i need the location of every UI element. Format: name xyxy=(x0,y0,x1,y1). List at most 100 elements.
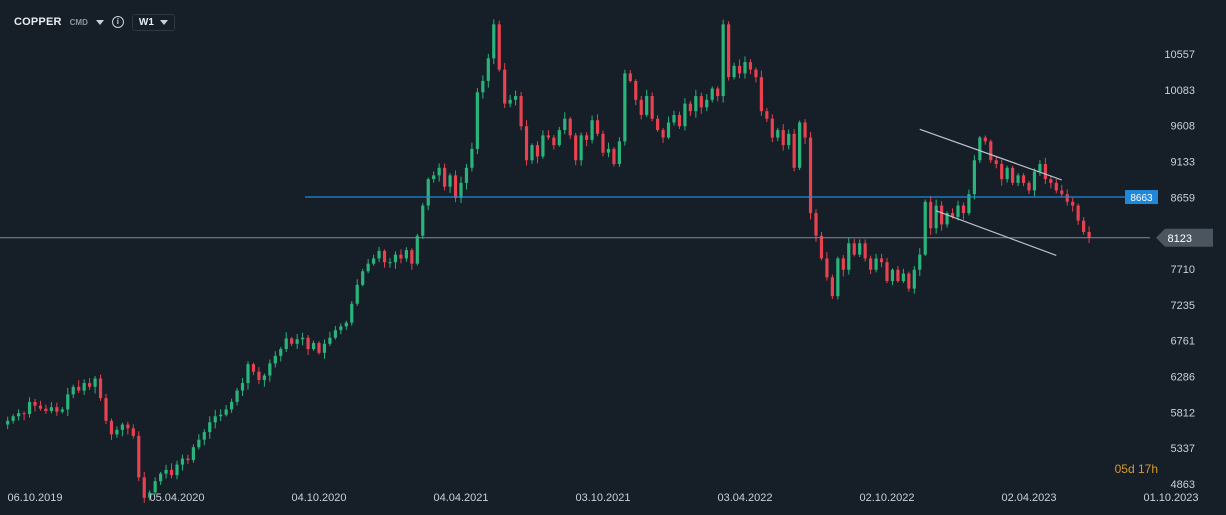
candle xyxy=(836,256,840,300)
candle xyxy=(49,402,53,414)
candle-body xyxy=(317,343,321,353)
candle xyxy=(956,200,960,221)
candle-body xyxy=(350,303,354,323)
candle xyxy=(71,384,75,399)
candle xyxy=(372,254,376,266)
candle xyxy=(191,444,195,463)
candle xyxy=(568,117,572,139)
candle xyxy=(306,334,310,355)
candle xyxy=(858,239,862,257)
candle-body xyxy=(492,24,496,59)
candle-body xyxy=(918,254,922,270)
price-axis: 1055710083960891338659818477107235676162… xyxy=(1125,49,1213,491)
candle-body xyxy=(366,263,370,272)
candle-body xyxy=(1065,194,1069,202)
instrument-symbol[interactable]: COPPER xyxy=(14,16,62,28)
candle-body xyxy=(1000,164,1004,180)
candle-body xyxy=(279,349,283,356)
candle xyxy=(159,471,163,485)
price-tick-label: 8659 xyxy=(1171,192,1195,204)
candle xyxy=(1049,175,1053,189)
candle-body xyxy=(514,96,518,100)
candle xyxy=(923,199,927,257)
candle xyxy=(989,139,993,164)
candle xyxy=(694,89,698,118)
candle xyxy=(803,118,807,144)
candle xyxy=(393,251,398,269)
candle xyxy=(1076,203,1080,225)
candle-body xyxy=(180,458,185,465)
candle-body xyxy=(421,205,425,236)
candle xyxy=(896,265,900,283)
candle xyxy=(404,247,408,262)
candle-body xyxy=(830,277,834,297)
info-icon[interactable]: i xyxy=(111,16,124,28)
candle-body xyxy=(552,137,556,146)
candle xyxy=(443,163,447,191)
candle xyxy=(656,115,660,132)
timeframe-selector[interactable]: W1 xyxy=(131,13,175,31)
candle-body xyxy=(464,167,469,183)
candle xyxy=(552,135,556,150)
price-tick-label: 6286 xyxy=(1171,372,1195,384)
candle xyxy=(202,429,206,446)
candle-body xyxy=(109,420,114,435)
candle-body xyxy=(1038,164,1042,172)
candle xyxy=(486,53,490,88)
price-tick-label: 9608 xyxy=(1171,121,1195,133)
candle-body xyxy=(268,363,272,376)
candle-body xyxy=(612,148,616,165)
candle-body xyxy=(574,135,578,161)
candle-body xyxy=(819,235,824,259)
date-tick-label: 04.10.2020 xyxy=(291,492,346,504)
candle xyxy=(869,255,873,275)
candle xyxy=(1071,197,1075,212)
price-tick-label: 10083 xyxy=(1164,85,1195,97)
candle-body xyxy=(301,337,305,340)
candle xyxy=(153,477,157,495)
candle-body xyxy=(792,133,796,168)
candle-body xyxy=(683,103,687,127)
candle xyxy=(787,129,791,150)
candle-body xyxy=(901,273,905,282)
candle-body xyxy=(508,99,512,104)
candle-body xyxy=(885,262,889,282)
date-tick-label: 02.04.2023 xyxy=(1001,492,1056,504)
candle xyxy=(606,142,611,158)
chevron-down-icon[interactable] xyxy=(95,19,104,25)
candle-body xyxy=(677,114,682,127)
candle xyxy=(770,114,774,143)
candle xyxy=(415,233,419,266)
candle-body xyxy=(890,269,895,282)
candle-body xyxy=(1049,179,1053,183)
candle xyxy=(666,116,671,140)
candle xyxy=(33,398,37,412)
candle-body xyxy=(333,330,337,338)
candle xyxy=(481,75,485,99)
candle xyxy=(524,120,529,166)
candle-body xyxy=(230,401,234,410)
candle-body xyxy=(153,481,157,493)
candle xyxy=(82,379,86,396)
candle xyxy=(11,414,15,424)
candle-body xyxy=(459,182,463,199)
candle-body xyxy=(344,322,348,327)
candle xyxy=(98,374,103,401)
date-tick-label: 05.04.2020 xyxy=(149,492,204,504)
candle xyxy=(55,402,59,416)
candle xyxy=(967,189,971,216)
candle-body xyxy=(295,339,299,344)
candle-body xyxy=(33,401,37,406)
candle xyxy=(344,320,348,330)
candle-body xyxy=(224,409,228,415)
candle-body xyxy=(841,258,845,270)
candle-body xyxy=(448,175,452,187)
candle-body xyxy=(541,135,545,157)
candle xyxy=(945,211,949,228)
trendline xyxy=(919,128,1062,181)
candle-body xyxy=(486,58,490,81)
candle-body xyxy=(929,201,933,229)
candle xyxy=(1000,159,1004,186)
candle-body xyxy=(60,409,64,412)
